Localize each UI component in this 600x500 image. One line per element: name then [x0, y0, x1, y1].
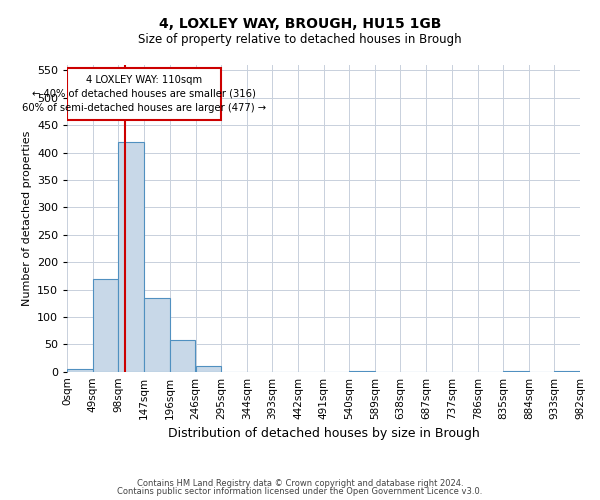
Bar [93, 278, 118, 372]
X-axis label: Distribution of detached houses by size in Brough: Distribution of detached houses by size … [168, 427, 479, 440]
Text: 4, LOXLEY WAY, BROUGH, HU15 1GB: 4, LOXLEY WAY, BROUGH, HU15 1GB [159, 18, 441, 32]
Text: Size of property relative to detached houses in Brough: Size of property relative to detached ho… [138, 32, 462, 46]
Bar [503, 370, 529, 372]
Bar [67, 369, 93, 372]
Bar [144, 298, 170, 372]
Text: Contains HM Land Registry data © Crown copyright and database right 2024.: Contains HM Land Registry data © Crown c… [137, 478, 463, 488]
Bar [554, 370, 580, 372]
Text: Contains public sector information licensed under the Open Government Licence v3: Contains public sector information licen… [118, 487, 482, 496]
Bar [170, 340, 195, 372]
Bar [349, 370, 375, 372]
Bar [196, 366, 221, 372]
Bar [67, 68, 221, 120]
Bar [118, 142, 144, 372]
Text: 4 LOXLEY WAY: 110sqm
← 40% of detached houses are smaller (316)
60% of semi-deta: 4 LOXLEY WAY: 110sqm ← 40% of detached h… [22, 75, 266, 113]
Y-axis label: Number of detached properties: Number of detached properties [22, 130, 32, 306]
